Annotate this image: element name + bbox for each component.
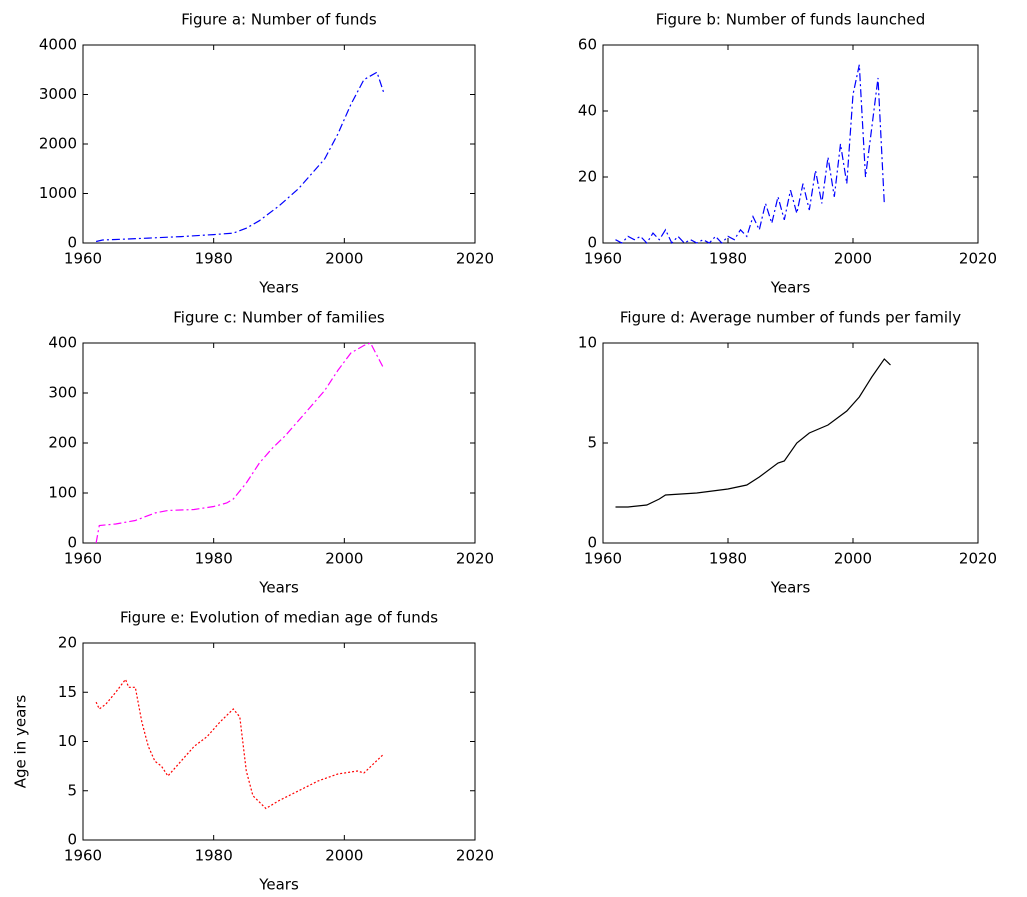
x-tick-label: 1980 xyxy=(195,550,233,568)
chart-title: Figure d: Average number of funds per fa… xyxy=(620,309,961,327)
x-tick-label: 1980 xyxy=(195,847,233,865)
y-tick-label: 20 xyxy=(58,634,77,652)
data-line xyxy=(95,678,384,810)
x-axis-label: Years xyxy=(258,876,299,894)
y-tick-label: 0 xyxy=(67,534,77,552)
chart-title: Figure b: Number of funds launched xyxy=(656,11,925,29)
y-tick-label: 1000 xyxy=(39,184,77,202)
y-tick-label: 40 xyxy=(578,102,597,120)
x-tick-label: 2020 xyxy=(456,847,494,865)
y-tick-label: 200 xyxy=(48,434,77,452)
axes-box xyxy=(82,342,476,544)
x-tick-label: 2020 xyxy=(456,550,494,568)
x-axis-label: Years xyxy=(258,579,299,597)
y-tick-label: 400 xyxy=(48,334,77,352)
x-tick-label: 1960 xyxy=(64,550,102,568)
x-tick-label: 2000 xyxy=(834,550,872,568)
x-tick-label: 2000 xyxy=(325,847,363,865)
data-line xyxy=(95,342,385,544)
x-tick-label: 2000 xyxy=(325,250,363,268)
y-tick-label: 60 xyxy=(578,36,597,54)
y-tick-label: 0 xyxy=(587,534,597,552)
data-line xyxy=(95,71,385,243)
x-axis-label: Years xyxy=(770,279,811,297)
axes-box xyxy=(82,642,476,841)
y-tick-label: 100 xyxy=(48,484,77,502)
data-line xyxy=(615,358,891,508)
x-axis-label: Years xyxy=(258,279,299,297)
x-tick-label: 1980 xyxy=(195,250,233,268)
x-tick-label: 2020 xyxy=(456,250,494,268)
axes-box xyxy=(602,342,979,544)
y-tick-label: 300 xyxy=(48,384,77,402)
y-tick-label: 2000 xyxy=(39,135,77,153)
chart-title: Figure a: Number of funds xyxy=(181,11,377,29)
x-tick-label: 2020 xyxy=(959,550,997,568)
chart-title: Figure c: Number of families xyxy=(173,309,385,327)
chart-title: Figure e: Evolution of median age of fun… xyxy=(120,609,438,627)
y-tick-label: 0 xyxy=(587,234,597,252)
x-tick-label: 1980 xyxy=(709,550,747,568)
y-axis-label: Age in years xyxy=(12,695,30,789)
y-tick-label: 10 xyxy=(58,732,77,750)
y-tick-label: 5 xyxy=(67,781,77,799)
axes-box xyxy=(82,44,476,244)
y-tick-label: 15 xyxy=(58,683,77,701)
x-tick-label: 2020 xyxy=(959,250,997,268)
y-tick-label: 0 xyxy=(67,234,77,252)
x-tick-label: 1960 xyxy=(64,847,102,865)
y-tick-label: 20 xyxy=(578,168,597,186)
axes-box xyxy=(602,44,979,244)
x-axis-label: Years xyxy=(770,579,811,597)
x-tick-label: 2000 xyxy=(834,250,872,268)
y-tick-label: 4000 xyxy=(39,36,77,54)
x-tick-label: 1960 xyxy=(64,250,102,268)
x-tick-label: 2000 xyxy=(325,550,363,568)
x-tick-label: 1960 xyxy=(584,250,622,268)
data-line xyxy=(615,64,885,245)
y-tick-label: 3000 xyxy=(39,85,77,103)
y-tick-label: 0 xyxy=(67,831,77,849)
x-tick-label: 1960 xyxy=(584,550,622,568)
x-tick-label: 1980 xyxy=(709,250,747,268)
y-tick-label: 5 xyxy=(587,434,597,452)
y-tick-label: 10 xyxy=(578,334,597,352)
